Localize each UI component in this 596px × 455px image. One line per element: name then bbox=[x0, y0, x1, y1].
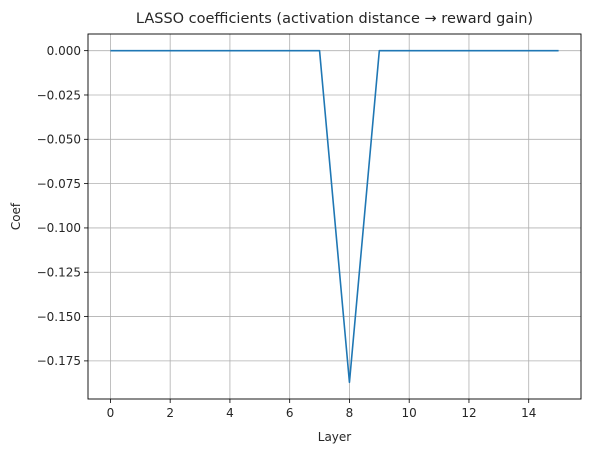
y-tick-label: −0.100 bbox=[37, 221, 81, 235]
y-tick-label: −0.175 bbox=[37, 354, 81, 368]
x-axis-ticks: 0 2 4 6 8 10 12 14 bbox=[107, 399, 536, 420]
y-tick-label: −0.125 bbox=[37, 266, 81, 280]
x-tick-label: 8 bbox=[346, 406, 354, 420]
series-layer bbox=[110, 49, 559, 384]
chart-title: LASSO coefficients (activation distance … bbox=[136, 11, 533, 27]
y-tick-label: 0.000 bbox=[47, 44, 81, 58]
series-line bbox=[110, 49, 559, 384]
y-axis-label: Coef bbox=[9, 202, 23, 230]
y-tick-label: −0.075 bbox=[37, 177, 81, 191]
grid bbox=[88, 34, 581, 399]
plot-frame bbox=[87, 33, 582, 400]
x-axis-label: Layer bbox=[318, 430, 352, 444]
y-tick-label: −0.150 bbox=[37, 310, 81, 324]
x-tick-label: 6 bbox=[286, 406, 294, 420]
x-tick-label: 10 bbox=[402, 406, 417, 420]
y-tick-label: −0.025 bbox=[37, 88, 81, 102]
y-axis-ticks: 0.000 −0.025 −0.050 −0.075 −0.100 −0.125 −0.15… bbox=[37, 44, 88, 368]
x-tick-label: 14 bbox=[521, 406, 536, 420]
x-tick-label: 4 bbox=[226, 406, 234, 420]
x-tick-label: 12 bbox=[461, 406, 476, 420]
y-tick-label: −0.050 bbox=[37, 133, 81, 147]
x-tick-label: 2 bbox=[166, 406, 174, 420]
x-tick-label: 0 bbox=[107, 406, 115, 420]
